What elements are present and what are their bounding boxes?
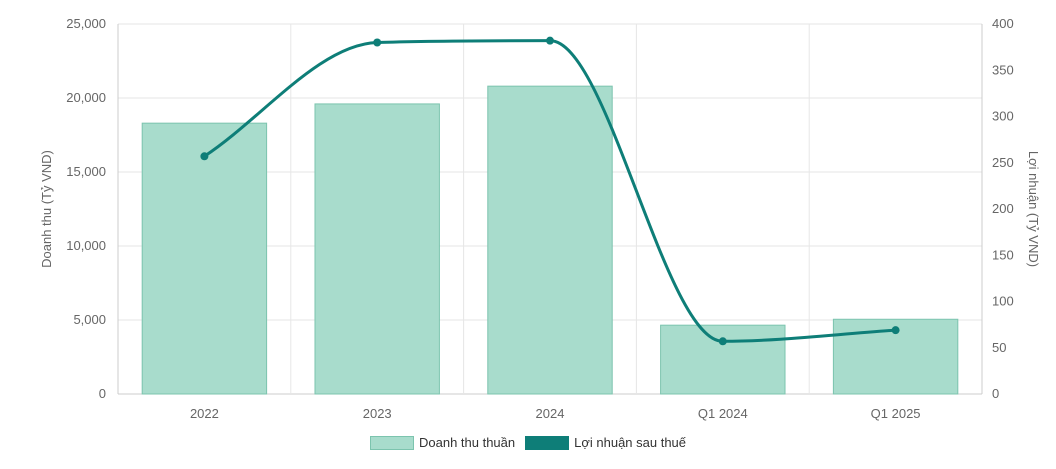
- y-right-tick-label: 250: [992, 155, 1014, 170]
- y-left-tick-label: 20,000: [66, 90, 106, 105]
- line-profit: [203, 39, 896, 343]
- point-profit: [546, 36, 554, 45]
- x-tick-label: 2024: [536, 406, 565, 421]
- point-profit: [718, 337, 727, 346]
- legend-swatch-profit: [525, 435, 570, 450]
- point-profit: [891, 326, 900, 335]
- y-right-tick-label: 350: [992, 62, 1014, 77]
- y-right-tick-label: 200: [992, 201, 1014, 216]
- legend-swatch-revenue: [369, 435, 414, 450]
- bar-revenue: [660, 324, 786, 395]
- y-right-tick-label: 100: [992, 294, 1014, 309]
- y-right-tick-label: 150: [992, 247, 1014, 262]
- y-left-tick-label: 5,000: [73, 312, 106, 327]
- y-left-tick-label: 25,000: [66, 16, 106, 31]
- bar-revenue: [314, 103, 440, 395]
- legend: Doanh thu thuần Lợi nhuận sau thuế: [0, 435, 1056, 450]
- point-profit: [373, 38, 382, 47]
- y-right-tick-label: 50: [992, 340, 1006, 355]
- y-right-tick-label: 400: [992, 16, 1014, 31]
- legend-label-revenue: Doanh thu thuần: [418, 435, 516, 450]
- x-tick-label: 2022: [190, 406, 219, 421]
- legend-label-profit: Lợi nhuận sau thuế: [574, 435, 687, 450]
- axes: 0 5,000 10,000 15,000 20,000 25,000 0 50 100 150 2…: [66, 16, 1013, 421]
- legend-item-profit[interactable]: Lợi nhuận sau thuế: [525, 435, 686, 450]
- y-right-tick-label: 300: [992, 109, 1014, 124]
- x-tick-label: Q1 2025: [871, 406, 921, 421]
- bar-revenue: [141, 122, 268, 395]
- y-left-tick-label: 0: [99, 386, 106, 401]
- legend-item-revenue[interactable]: Doanh thu thuần: [369, 435, 516, 450]
- line-series-profit: [200, 36, 900, 346]
- y-left-tick-label: 15,000: [66, 164, 106, 179]
- y-left-tick-label: 10,000: [66, 238, 106, 253]
- bar-revenue: [487, 85, 613, 395]
- bar-series-revenue: [141, 85, 959, 395]
- point-profit: [200, 152, 209, 161]
- y-axis-left-title: Doanh thu (Tỷ VND): [39, 150, 54, 268]
- x-tick-label: Q1 2024: [698, 406, 748, 421]
- y-right-tick-label: 0: [992, 386, 999, 401]
- x-tick-label: 2023: [363, 406, 392, 421]
- y-axis-right-title: Lợi nhuận (Tỷ VND): [1026, 151, 1041, 267]
